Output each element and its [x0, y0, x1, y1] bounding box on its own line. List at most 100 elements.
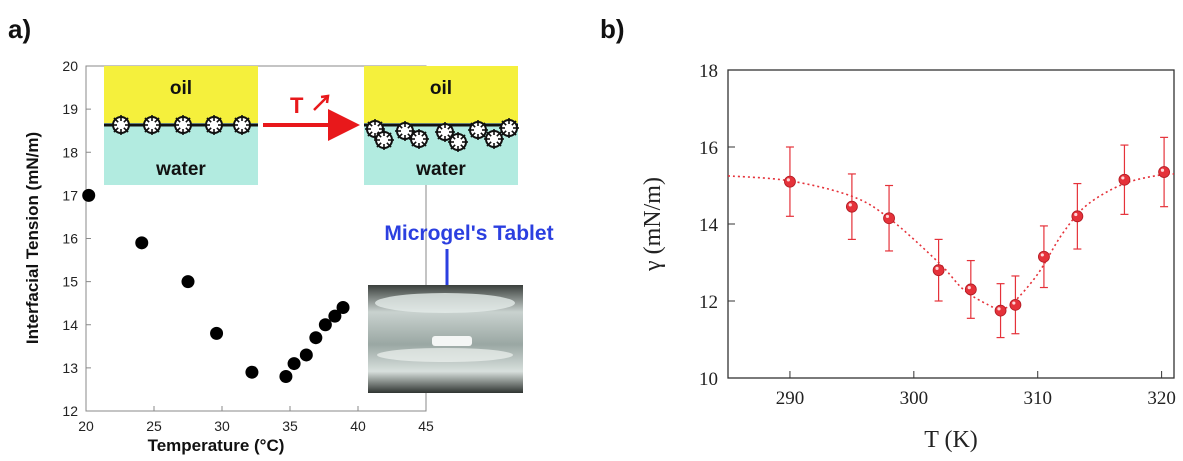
- microgel-particle: [448, 132, 468, 152]
- microgel-particle: [111, 115, 131, 135]
- microgel-chain: [185, 127, 191, 133]
- b-ytick-label: 10: [699, 369, 718, 390]
- a-ytick-label: 12: [62, 403, 78, 419]
- oil-label-before: oil: [170, 78, 192, 99]
- a-ytick-label: 18: [62, 144, 78, 160]
- b-xtick-label: 300: [900, 388, 929, 409]
- rising-arrow-head-icon: [320, 94, 330, 104]
- microgel-chain: [447, 124, 453, 130]
- b-ytick-label: 18: [699, 61, 718, 82]
- microgel-chain: [376, 142, 382, 148]
- microgel-chain: [113, 127, 119, 133]
- microgel-chain: [206, 117, 212, 123]
- b-ytick-label: 12: [699, 292, 718, 313]
- a-ytick-label: 16: [62, 231, 78, 247]
- b-point-highlight: [1074, 212, 1078, 217]
- microgel-chain: [234, 127, 240, 133]
- tablet-shape: [432, 336, 472, 346]
- microgel-chain: [367, 131, 373, 137]
- oil-layer-after: [364, 66, 518, 123]
- heating-arrow: T: [263, 93, 360, 141]
- b-data-point: [964, 283, 977, 296]
- a-data-point: [82, 188, 96, 202]
- microgel-chain: [460, 134, 466, 140]
- a-data-point: [309, 331, 323, 345]
- a-data-point: [279, 370, 293, 383]
- panel-b-label: b): [600, 14, 625, 44]
- microgel-chain: [377, 121, 383, 127]
- microgel-chain: [244, 117, 250, 123]
- panel-b-frame: [727, 69, 1175, 379]
- microgel-particle: [232, 115, 252, 135]
- microgel-particles-before: [111, 115, 252, 135]
- a-xtick-label: 20: [78, 418, 94, 434]
- microgel-chain: [144, 127, 150, 133]
- a-ytick-label: 17: [62, 187, 78, 203]
- b-ytick-label: 14: [699, 215, 719, 236]
- a-data-point: [210, 326, 224, 340]
- b-point-highlight: [1012, 301, 1016, 305]
- a-data-point: [287, 357, 301, 371]
- microgel-chain: [437, 124, 443, 130]
- panel-a-ylabel: Interfacial Tension (mN/m): [23, 132, 42, 344]
- microgel-particle: [374, 130, 394, 150]
- microgel-chain: [216, 127, 222, 133]
- b-data-point: [845, 200, 858, 213]
- microgel-chain: [367, 121, 373, 127]
- panel-b-chart: 290 300 310 320 10 12 14 16 18 T (K) γ (mN/m): [640, 61, 1176, 453]
- b-point-highlight: [1121, 176, 1125, 180]
- oil-label-after: oil: [430, 78, 452, 99]
- b-data-point: [1009, 298, 1022, 311]
- b-point-highlight: [967, 286, 971, 290]
- microgel-chain: [185, 117, 191, 123]
- jar-rim: [375, 293, 515, 313]
- microgel-particle: [468, 120, 488, 140]
- panel-b-xlabel: T (K): [924, 427, 978, 453]
- panel-b-ticks: 290 300 310 320 10 12 14 16 18: [699, 61, 1176, 409]
- inset-after: oil water: [364, 66, 519, 185]
- temperature-arrow-label: T: [290, 93, 304, 118]
- rising-arrow-icon: [313, 96, 328, 111]
- b-data-point: [1038, 250, 1050, 263]
- water-label-after: water: [415, 159, 466, 180]
- a-ytick-label: 20: [62, 58, 78, 74]
- microgel-chain: [244, 127, 250, 133]
- b-point-highlight: [935, 266, 939, 270]
- inset-before: oil water: [104, 66, 258, 185]
- microgel-particle: [484, 129, 504, 149]
- microgel-chain: [123, 117, 129, 123]
- microgel-chain: [421, 131, 427, 137]
- microgel-particle: [173, 115, 193, 135]
- a-data-point: [318, 318, 332, 332]
- a-data-point: [336, 301, 350, 314]
- a-ytick-label: 15: [62, 274, 78, 290]
- a-ytick-label: 14: [62, 317, 78, 333]
- panel-a-chart: 20 25 30 35 40 45 12 13 14 15 16 17 18 19 20 Temperatu…: [23, 58, 554, 455]
- microgel-chain: [511, 130, 517, 136]
- oil-layer-before: [104, 66, 258, 123]
- a-data-point: [181, 275, 195, 289]
- microgel-chain: [216, 117, 222, 123]
- microgel-chain: [486, 141, 492, 147]
- microgel-chain: [175, 127, 181, 133]
- b-data-point: [784, 175, 796, 188]
- microgel-chain: [175, 117, 181, 123]
- b-fit-curve: [727, 172, 1175, 310]
- microgel-particle: [204, 115, 224, 135]
- panel-a-label: a): [8, 14, 31, 44]
- b-data-point: [1158, 166, 1170, 178]
- panel-b-ylabel: γ (mN/m): [640, 177, 666, 272]
- microgel-chain: [154, 127, 160, 133]
- microgel-chain: [450, 144, 456, 150]
- microgel-chain: [113, 117, 119, 123]
- microgel-chain: [411, 141, 417, 147]
- b-point-highlight: [848, 203, 852, 207]
- a-data-point: [328, 309, 342, 323]
- microgel-chain: [421, 141, 427, 147]
- a-data-point: [245, 365, 259, 379]
- microgel-chain: [407, 123, 413, 129]
- microgel-chain: [501, 120, 507, 126]
- microgel-chain: [386, 142, 392, 148]
- b-xtick-label: 290: [776, 388, 805, 409]
